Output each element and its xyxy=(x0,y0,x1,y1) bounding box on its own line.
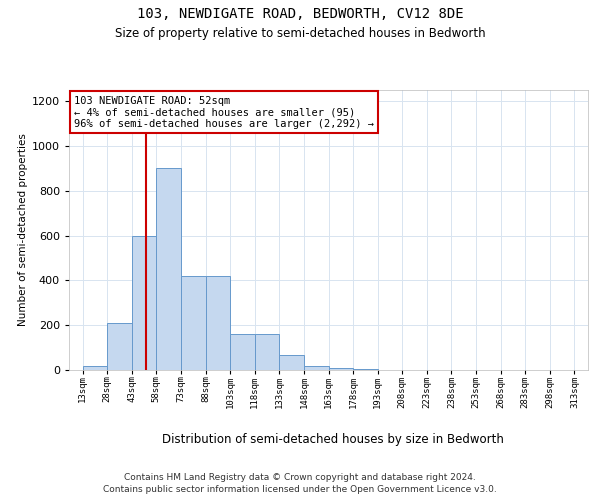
Bar xyxy=(329,368,353,370)
Text: Distribution of semi-detached houses by size in Bedworth: Distribution of semi-detached houses by … xyxy=(162,432,504,446)
Bar xyxy=(230,334,255,370)
Text: Size of property relative to semi-detached houses in Bedworth: Size of property relative to semi-detach… xyxy=(115,28,485,40)
Text: 103, NEWDIGATE ROAD, BEDWORTH, CV12 8DE: 103, NEWDIGATE ROAD, BEDWORTH, CV12 8DE xyxy=(137,8,463,22)
Bar xyxy=(157,168,181,370)
Bar xyxy=(280,356,304,370)
Text: 103 NEWDIGATE ROAD: 52sqm
← 4% of semi-detached houses are smaller (95)
96% of s: 103 NEWDIGATE ROAD: 52sqm ← 4% of semi-d… xyxy=(74,96,374,129)
Bar xyxy=(83,366,107,370)
Bar xyxy=(255,334,280,370)
Bar xyxy=(304,366,329,370)
Bar xyxy=(353,369,377,370)
Bar xyxy=(132,236,157,370)
Bar xyxy=(206,276,230,370)
Text: Contains HM Land Registry data © Crown copyright and database right 2024.
Contai: Contains HM Land Registry data © Crown c… xyxy=(103,472,497,494)
Bar xyxy=(181,276,206,370)
Bar xyxy=(107,323,132,370)
Y-axis label: Number of semi-detached properties: Number of semi-detached properties xyxy=(17,134,28,326)
